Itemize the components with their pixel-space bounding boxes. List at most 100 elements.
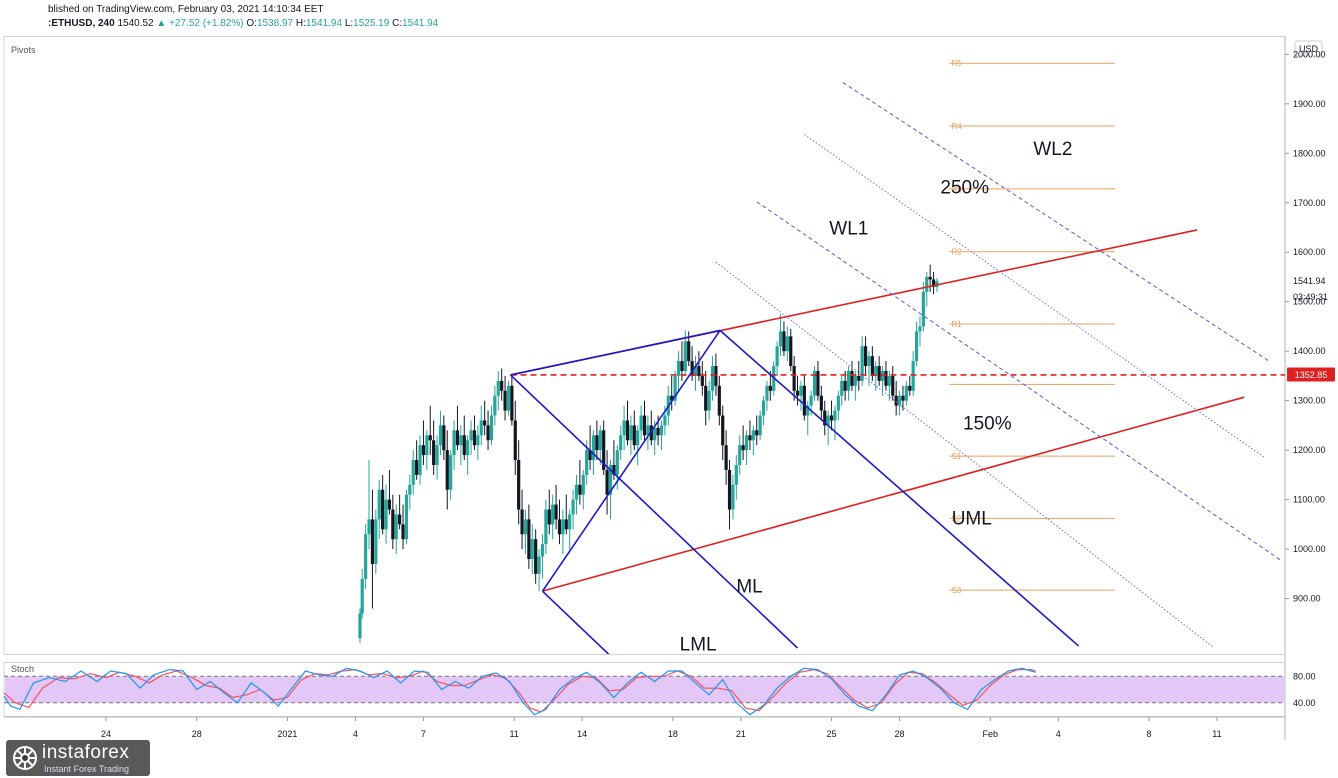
candle	[673, 370, 677, 406]
candle-body	[935, 280, 939, 287]
candle	[554, 484, 558, 530]
candle	[918, 316, 922, 347]
candle-body	[411, 460, 415, 485]
candle-body	[911, 361, 915, 391]
candle-body	[914, 331, 919, 362]
time-tick-label: 11	[1212, 729, 1221, 739]
watermark-tagline: Instant Forex Trading	[44, 764, 130, 774]
candle	[710, 356, 715, 401]
candle	[843, 370, 847, 401]
candle	[931, 272, 936, 295]
candle	[367, 460, 371, 550]
candle	[421, 420, 426, 465]
candle	[629, 415, 633, 456]
time-tick-label: 21	[736, 729, 746, 739]
stoch-label[interactable]: Stoch	[11, 664, 34, 674]
ohlc-legend: :ETHUSD, 240 1540.52 ▲ +27.52 (+1.82%) O…	[48, 18, 438, 29]
symbol-label[interactable]: :ETHUSD, 240	[48, 18, 115, 29]
candle-body	[693, 366, 698, 376]
candle	[826, 410, 830, 446]
candle-body	[721, 415, 725, 446]
candle-body	[785, 336, 789, 352]
candle-body	[585, 450, 589, 475]
candle-body	[544, 509, 548, 545]
currency-badge[interactable]: USD	[1299, 44, 1319, 54]
candle-body	[775, 346, 779, 367]
candle	[418, 435, 422, 485]
candle-body	[867, 356, 871, 367]
candle	[364, 524, 368, 589]
candle-body	[877, 366, 881, 381]
candle	[581, 469, 585, 510]
candle	[693, 356, 698, 391]
candle	[462, 415, 466, 461]
candle-body	[768, 385, 772, 391]
candle-body	[744, 435, 749, 451]
candle-body	[612, 464, 616, 475]
candle	[911, 351, 915, 396]
candle	[384, 484, 388, 545]
candle	[520, 489, 524, 550]
indicator-label-pivots[interactable]: Pivots	[11, 45, 36, 55]
annotation-150pct: 150%	[963, 413, 1012, 434]
candle-body	[639, 415, 643, 431]
candle-body	[486, 425, 490, 441]
candle-body	[646, 425, 650, 436]
candle-body	[860, 346, 864, 381]
candle-body	[857, 375, 861, 381]
candle-body	[755, 430, 759, 436]
candle-body	[581, 474, 585, 495]
pitchfork-drawings[interactable]	[509, 82, 1285, 668]
price-axis[interactable]: 900.00 1000.00 1100.00 1200.00 1300.00 1400.0…	[1285, 49, 1326, 604]
candle-body	[442, 425, 446, 451]
candle	[887, 370, 891, 401]
candle	[853, 370, 857, 401]
price-tick-label: 1300.00	[1293, 396, 1326, 406]
candle	[598, 425, 602, 465]
candle-body	[608, 464, 613, 495]
candle-body	[928, 276, 932, 280]
time-tick-label: 25	[827, 729, 837, 739]
candle-body	[493, 395, 497, 416]
candle-body	[377, 489, 381, 520]
candle	[768, 370, 772, 401]
candle	[833, 405, 837, 441]
candle	[544, 499, 548, 555]
price-tick-label: 2000.00	[1293, 49, 1326, 59]
candle-body	[751, 430, 755, 441]
candle	[404, 489, 409, 545]
candle	[707, 380, 711, 421]
candle-body	[843, 380, 847, 391]
candle-body	[602, 430, 606, 470]
candle-body	[598, 430, 602, 451]
candle	[486, 410, 490, 451]
price-tag-last: 1541.94	[1293, 276, 1326, 286]
candle-body	[370, 519, 375, 564]
candle-body	[591, 435, 596, 461]
candle	[802, 375, 806, 421]
candle	[401, 504, 405, 550]
candle-body	[476, 435, 480, 446]
candle-body	[459, 435, 463, 446]
candle-body	[748, 435, 752, 441]
candle	[676, 351, 681, 391]
candle-body	[697, 366, 701, 376]
candle	[748, 420, 752, 451]
candle	[857, 361, 861, 391]
candle	[901, 385, 905, 411]
candle-body	[401, 524, 405, 540]
price-tick-label: 1900.00	[1293, 99, 1326, 109]
candle	[785, 326, 789, 362]
time-axis[interactable]: 24 28 2021 4 7 11 14 18 21 25 28 Feb 4 8 11	[101, 717, 1222, 739]
candle	[540, 534, 545, 579]
candle	[476, 425, 480, 461]
candle	[398, 494, 402, 530]
price-tick-label: 1500.00	[1293, 297, 1326, 307]
candle-body	[398, 514, 402, 525]
candle-body	[619, 435, 623, 451]
candle-body	[391, 509, 395, 540]
candle	[469, 420, 473, 456]
pivot-label-r5: R5	[951, 59, 962, 68]
candle-body	[520, 509, 524, 535]
